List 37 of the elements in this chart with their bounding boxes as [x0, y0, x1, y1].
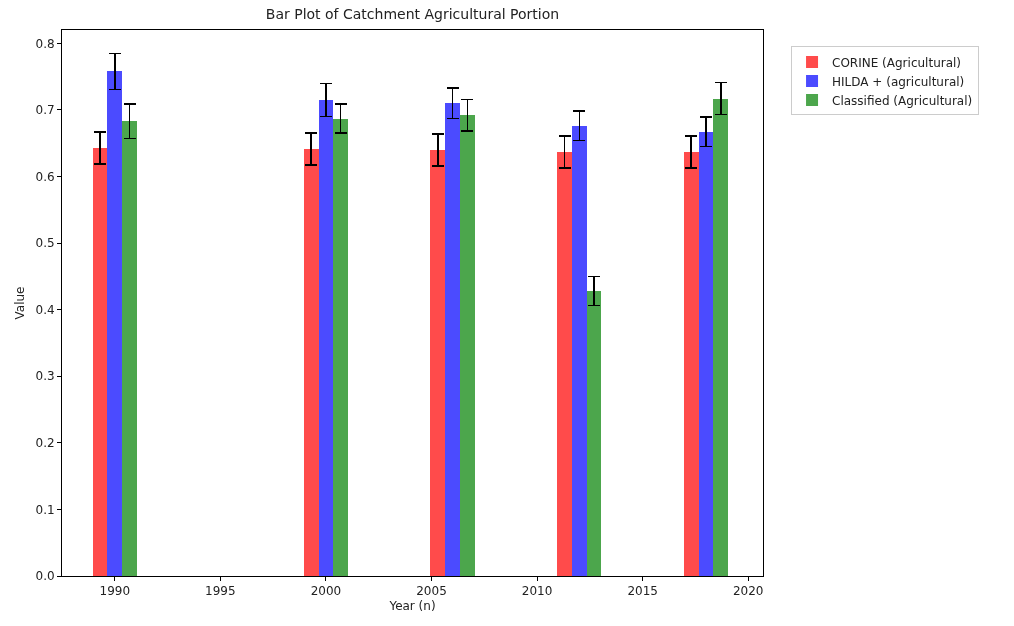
x-axis-title: Year (n)	[388, 599, 436, 614]
bar	[445, 103, 460, 576]
x-tick-label: 2015	[627, 584, 658, 599]
y-tick-label: 0.6	[35, 169, 55, 184]
legend-label: Classified (Agricultural)	[832, 93, 973, 108]
bar	[333, 119, 348, 576]
y-tick-label: 0.3	[35, 369, 55, 384]
x-tick-label: 2020	[732, 584, 764, 599]
y-tick-label: 0.0	[35, 569, 55, 584]
bar	[304, 149, 319, 576]
bar	[713, 99, 728, 576]
y-tick-label: 0.4	[35, 302, 55, 317]
y-tick-label: 0.5	[35, 236, 55, 251]
chart-title: Bar Plot of Catchment Agricultural Portion	[265, 6, 560, 23]
bar	[122, 121, 137, 576]
x-tick-label: 1990	[99, 584, 131, 599]
y-tick-label: 0.8	[35, 36, 55, 51]
y-tick-label: 0.1	[35, 502, 55, 517]
bar	[587, 291, 601, 576]
bar	[319, 100, 333, 576]
x-tick-label: 2010	[521, 584, 553, 599]
y-axis-title: Value	[12, 286, 27, 320]
bar	[460, 115, 475, 576]
bar	[684, 152, 699, 576]
bar	[107, 71, 122, 576]
legend-label: CORINE (Agricultural)	[832, 55, 962, 70]
bar	[93, 148, 107, 576]
x-tick-label: 2000	[310, 584, 342, 599]
bar	[557, 152, 572, 576]
y-tick-label: 0.7	[35, 103, 55, 118]
x-tick-label: 2005	[416, 584, 447, 599]
x-tick-label: 1995	[205, 584, 236, 599]
y-tick-label: 0.2	[35, 436, 55, 451]
bar	[572, 126, 587, 576]
bar	[699, 132, 713, 576]
bar	[430, 150, 445, 576]
legend-label: HILDA + (agricultural)	[832, 74, 965, 89]
